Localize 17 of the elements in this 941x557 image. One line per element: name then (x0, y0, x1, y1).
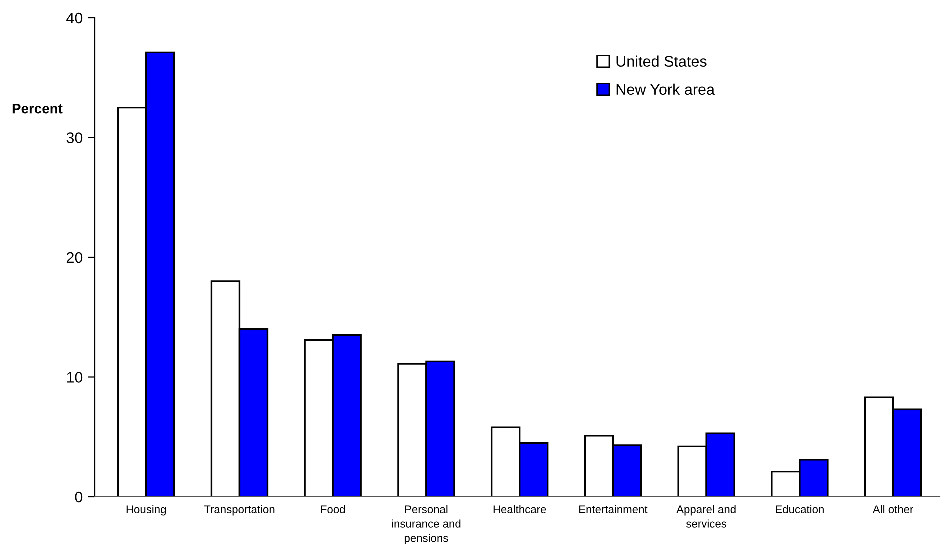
y-axis-title: Percent (12, 104, 63, 114)
x-tick-label: Personal insurance and pensions (392, 505, 461, 544)
y-tick-label: 20 (66, 252, 83, 264)
legend-label: New York area (616, 84, 716, 96)
x-tick-label: All other (872, 505, 914, 514)
x-tick-label: Housing (126, 505, 166, 516)
x-tick-label: Healthcare (494, 505, 546, 514)
x-tick-label: Education (776, 505, 824, 514)
x-tick-label: Transportation (204, 505, 275, 516)
y-tick-label: 0 (75, 492, 83, 503)
x-tick-label: Food (321, 505, 346, 514)
legend-label: United States (616, 56, 707, 68)
x-tick-label: Entertainment (580, 505, 648, 514)
y-tick-label: 30 (66, 132, 83, 144)
y-tick-label: 10 (67, 372, 83, 383)
y-tick-label: 40 (66, 12, 83, 24)
x-tick-label: Apparel and services (676, 505, 736, 528)
